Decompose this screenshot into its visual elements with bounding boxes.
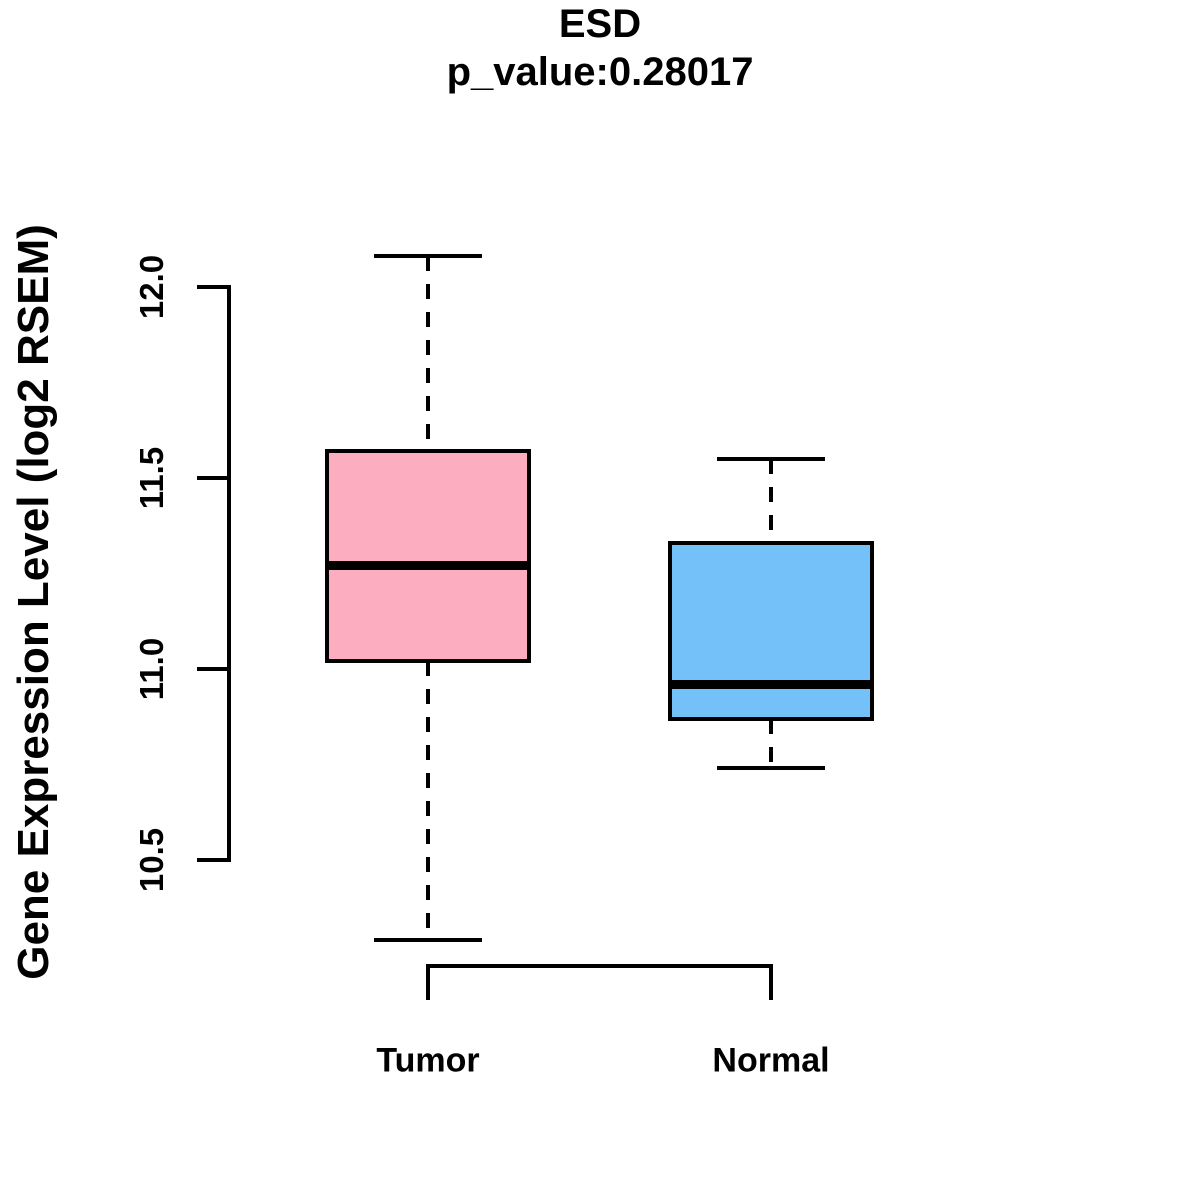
y-axis-title: Gene Expression Level (log2 RSEM) xyxy=(9,224,58,980)
tumor-upper-whisker-cap xyxy=(374,254,482,259)
tumor-upper-whisker xyxy=(426,256,430,452)
y-axis-tick xyxy=(197,476,227,480)
normal-upper-whisker xyxy=(769,458,773,543)
normal-lower-whisker-cap xyxy=(717,766,825,771)
y-axis-tick xyxy=(197,667,227,671)
x-axis-label-normal: Normal xyxy=(712,1041,830,1080)
chart-subtitle: p_value:0.28017 xyxy=(446,50,754,94)
y-axis-tick-label: 11.5 xyxy=(133,446,170,510)
normal-median-line xyxy=(668,679,874,689)
tumor-lower-whisker xyxy=(426,661,430,941)
tumor-box xyxy=(325,449,531,664)
y-axis-tick xyxy=(197,285,227,289)
title-block: ESD p_value:0.28017 xyxy=(0,0,1200,96)
y-axis-line xyxy=(227,285,231,862)
tumor-median-line xyxy=(325,561,531,571)
x-axis-tick-normal xyxy=(769,964,773,1000)
x-axis-label-tumor: Tumor xyxy=(376,1041,480,1080)
y-axis-tick xyxy=(197,858,227,862)
y-axis-tick-label: 10.5 xyxy=(133,827,170,893)
y-axis-tick-label: 11.0 xyxy=(133,637,170,701)
normal-upper-whisker-cap xyxy=(717,456,825,461)
normal-box xyxy=(668,540,874,721)
chart-title: ESD xyxy=(558,2,642,46)
tumor-lower-whisker-cap xyxy=(374,938,482,943)
normal-lower-whisker xyxy=(769,718,773,769)
x-axis-line xyxy=(426,964,773,968)
x-axis-tick-tumor xyxy=(426,964,430,1000)
y-axis-tick-label: 12.0 xyxy=(133,254,170,320)
